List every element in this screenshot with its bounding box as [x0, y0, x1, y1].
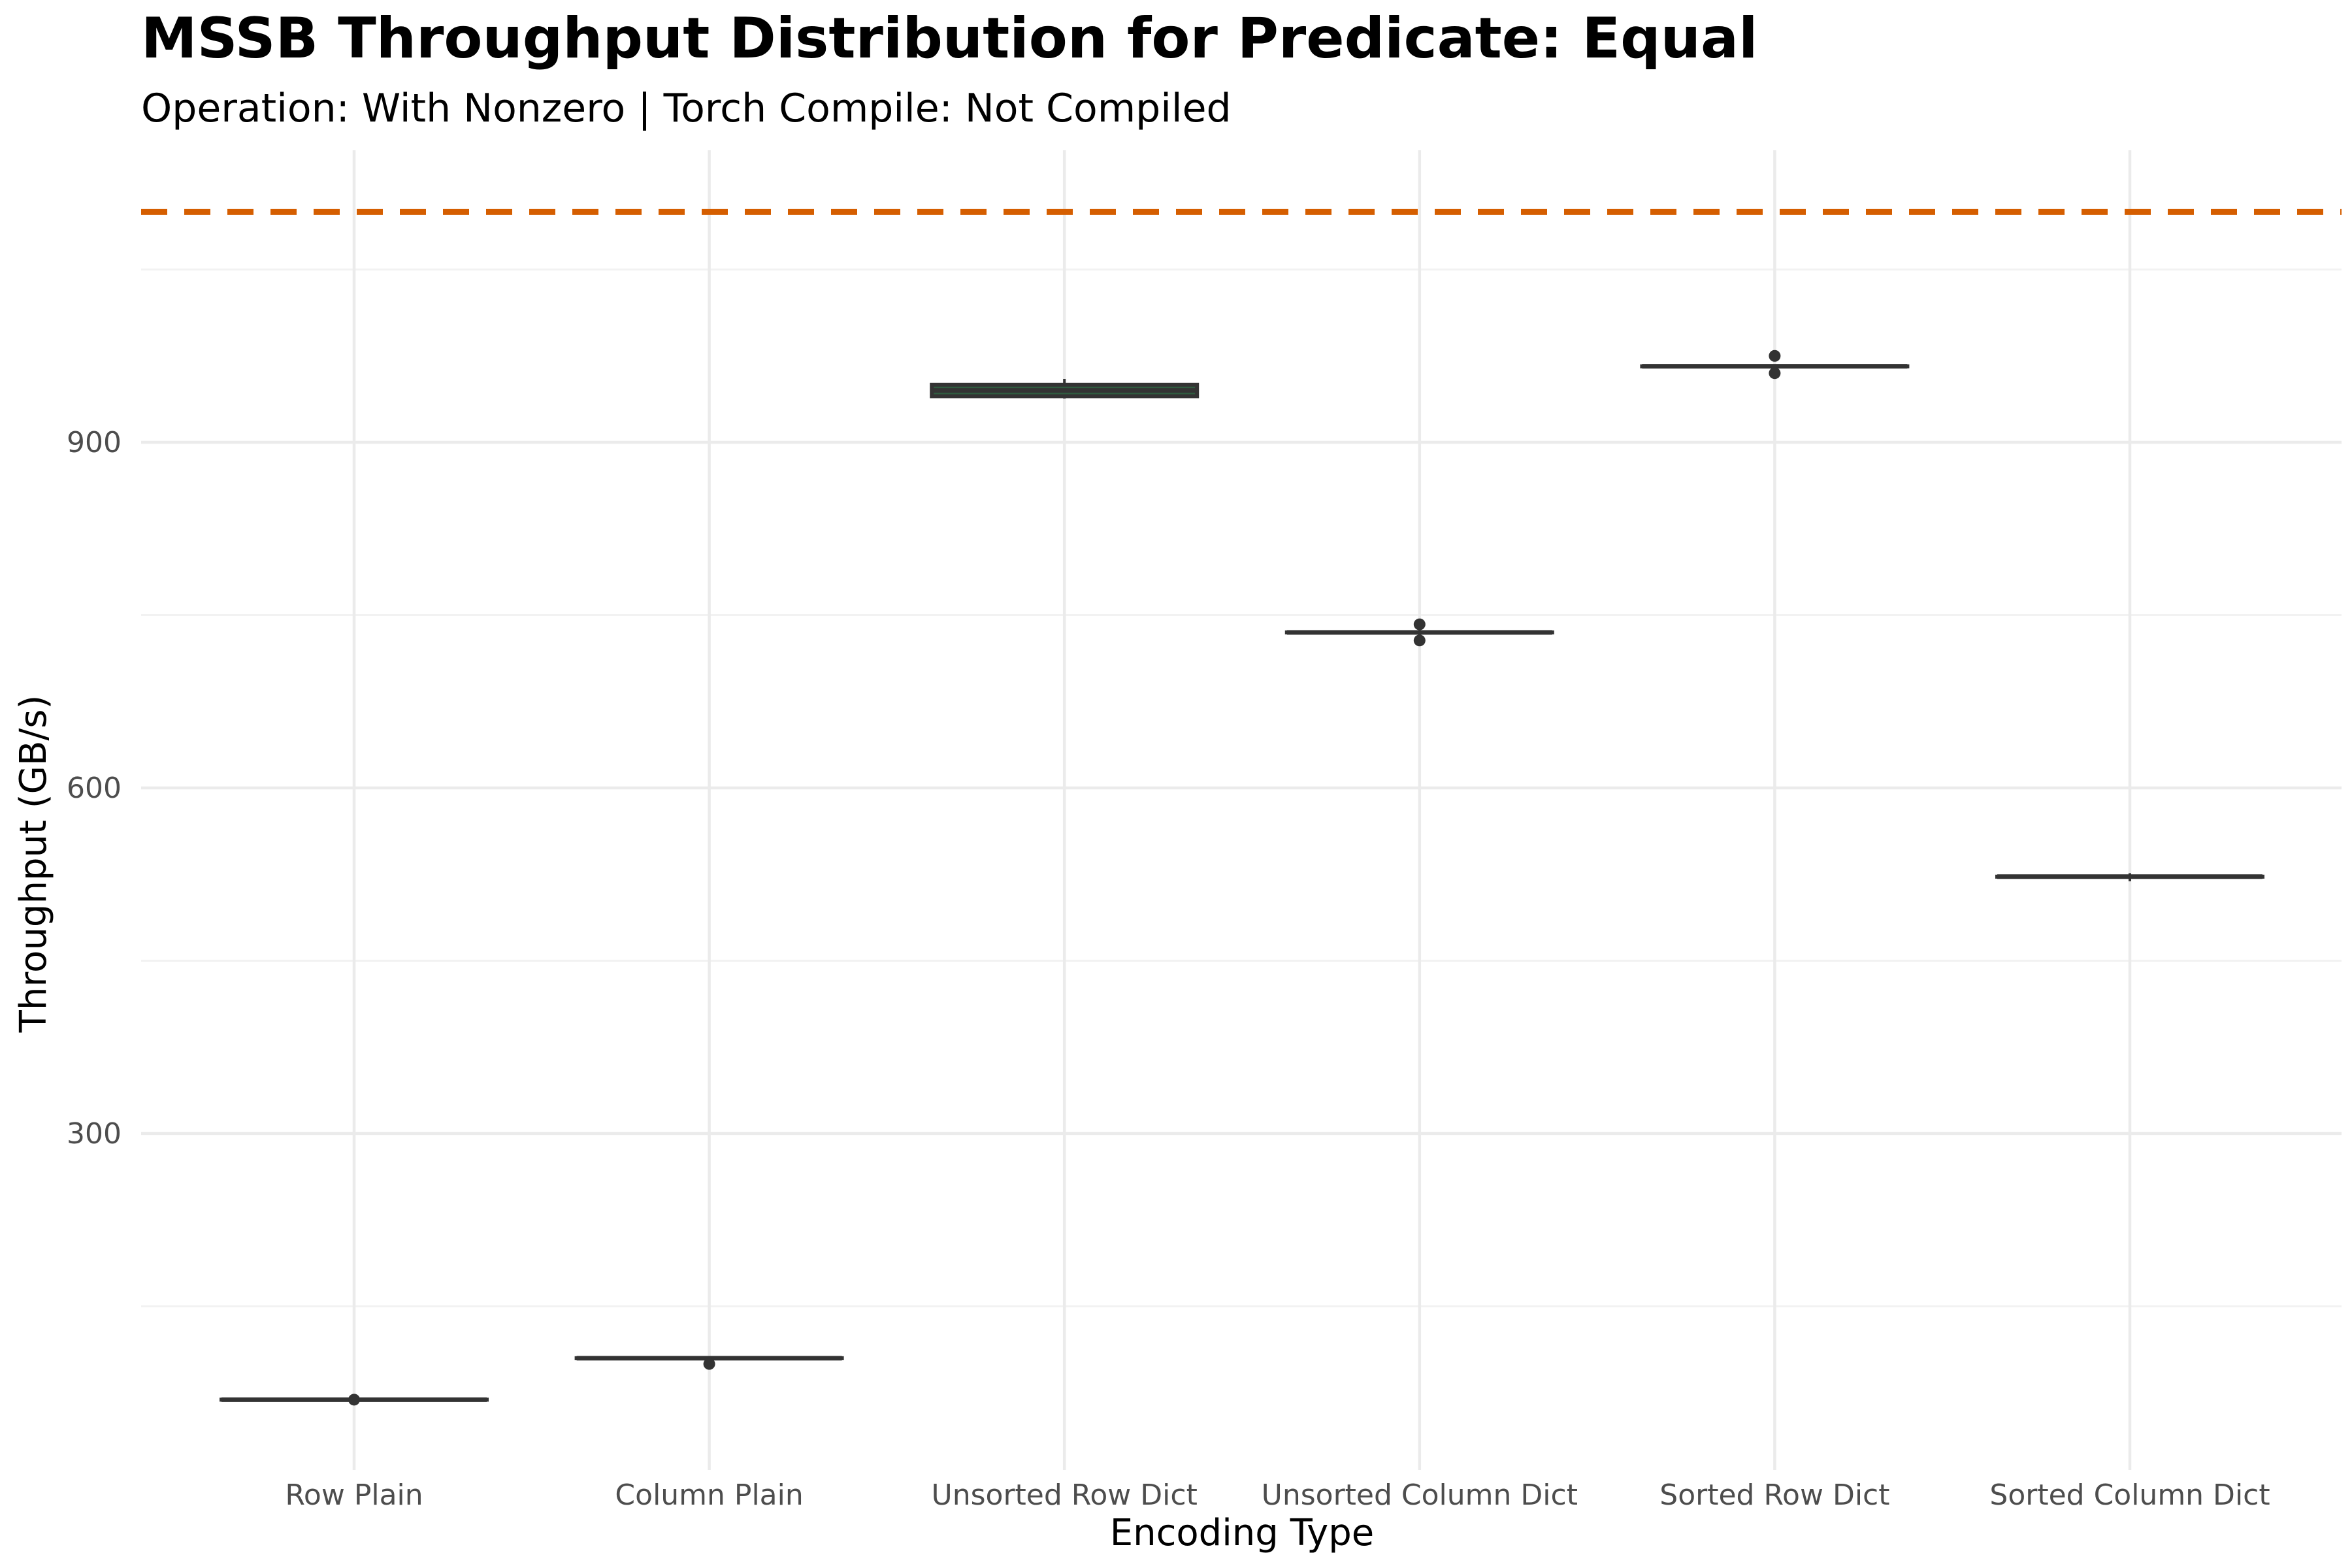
box-outlier-point: [348, 1394, 360, 1406]
y-axis-title: Throughput (GB/s): [12, 695, 55, 1034]
label-layer: 300 600 900 Row Plain Column Plain Unsorted R…: [67, 426, 2270, 1512]
x-tick-label: Row Plain: [285, 1478, 423, 1512]
chart-subtitle: Operation: With Nonzero | Torch Compile:…: [141, 86, 1232, 131]
box-column-plain: [574, 1356, 844, 1370]
box-outlier-point: [1413, 618, 1426, 630]
x-tick-label: Unsorted Row Dict: [932, 1478, 1198, 1512]
x-tick-label: Sorted Row Dict: [1659, 1478, 1889, 1512]
box-outlier-point: [1413, 634, 1426, 647]
x-tick-label: Sorted Column Dict: [1989, 1478, 2270, 1512]
grid-layer: [141, 150, 2342, 1470]
box-unsorted-column-dict: [1284, 618, 1554, 647]
box-sorted-column-dict: [1995, 873, 2264, 881]
box-unsorted-row-dict: [930, 379, 1200, 399]
x-tick-label: Column Plain: [615, 1478, 803, 1512]
y-tick-label: 300: [67, 1117, 122, 1151]
y-tick-label: 900: [67, 426, 122, 459]
box-sorted-row-dict: [1640, 350, 1910, 380]
box-layer: [220, 350, 2264, 1406]
x-axis-title: Encoding Type: [1110, 1512, 1375, 1554]
box-outlier-point: [1769, 350, 1781, 362]
box-row-plain: [220, 1394, 489, 1406]
x-tick-label: Unsorted Column Dict: [1262, 1478, 1578, 1512]
box-outlier-point: [1769, 367, 1781, 380]
chart-title: MSSB Throughput Distribution for Predica…: [141, 6, 1757, 71]
y-tick-label: 600: [67, 772, 122, 805]
box-outlier-point: [703, 1358, 715, 1370]
